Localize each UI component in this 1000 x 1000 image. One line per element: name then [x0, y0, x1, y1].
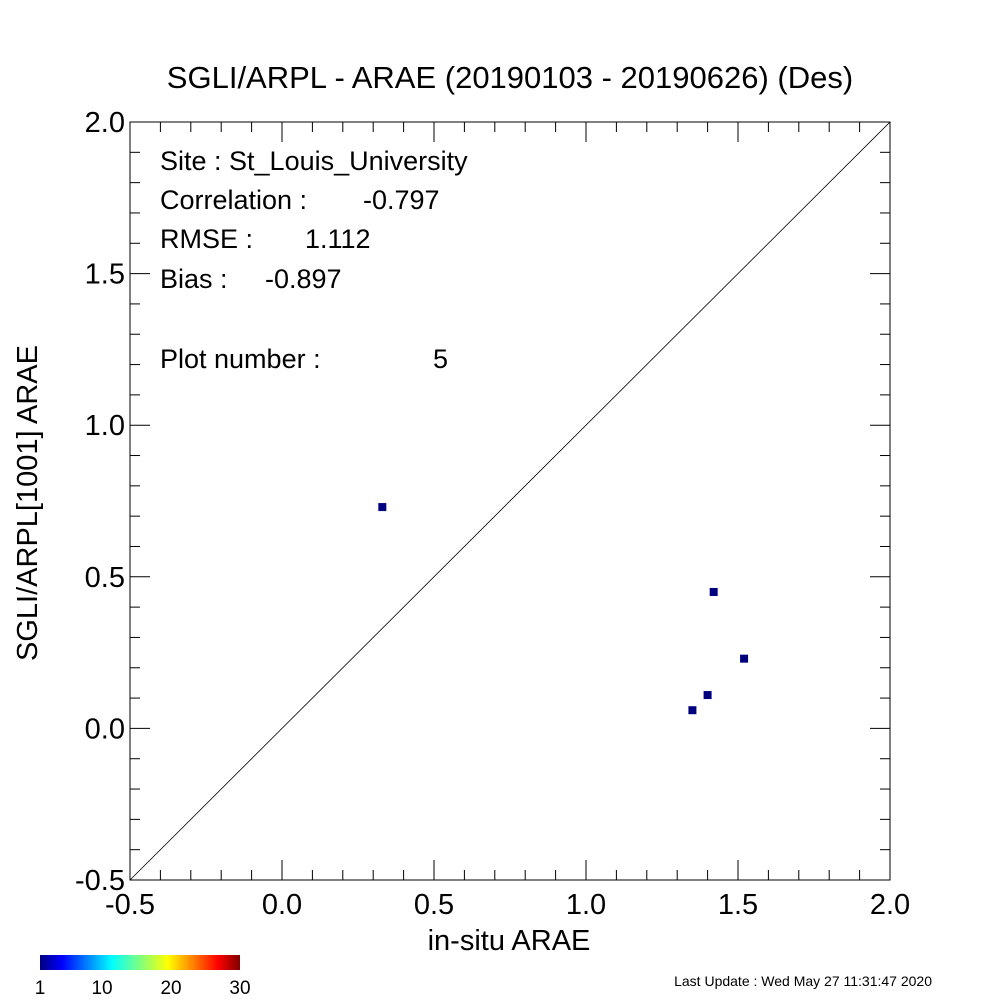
colorbar [40, 955, 240, 970]
x-tick-label: 2.0 [870, 889, 910, 921]
data-point [740, 654, 749, 663]
data-point [378, 503, 387, 512]
x-tick-label: 0.5 [414, 889, 454, 921]
y-axis-label: SGLI/ARPL[1001] ARAE [12, 345, 44, 661]
y-tick-labels: -0.5 0.0 0.5 1.0 1.5 2.0 [75, 107, 125, 897]
data-point [709, 587, 718, 596]
x-tick-label: 0.0 [262, 889, 302, 921]
one-to-one-line [129, 121, 891, 881]
stat-correlation-label: Correlation : [160, 185, 307, 215]
stat-rmse-value: 1.112 [305, 224, 371, 254]
axis-ticks [129, 121, 891, 881]
colorbar-labels: 1 10 20 30 [35, 978, 251, 999]
colorbar-tick-label: 10 [91, 978, 112, 999]
last-update-footer: Last Update : Wed May 27 11:31:47 2020 [674, 973, 932, 989]
x-tick-label: -0.5 [105, 889, 155, 921]
y-tick-label: 0.5 [85, 562, 125, 594]
data-point [688, 706, 697, 715]
colorbar-tick-label: 1 [35, 978, 46, 999]
stat-plot-number-value: 5 [433, 344, 448, 374]
y-tick-label: 1.0 [85, 410, 125, 442]
colorbar-tick-label: 30 [229, 978, 250, 999]
stat-bias-label: Bias : [160, 264, 228, 294]
y-tick-label: -0.5 [75, 865, 125, 897]
data-points [378, 503, 749, 715]
y-tick-label: 0.0 [85, 713, 125, 745]
stat-bias-value: -0.897 [265, 264, 342, 294]
stat-site: Site : St_Louis_University [160, 146, 468, 176]
stats-block: Site : St_Louis_University Correlation :… [160, 146, 468, 374]
y-tick-label: 2.0 [85, 107, 125, 139]
x-tick-labels: -0.5 0.0 0.5 1.0 1.5 2.0 [105, 889, 910, 921]
stat-rmse-label: RMSE : [160, 224, 253, 254]
x-axis-label: in-situ ARAE [428, 925, 591, 957]
x-tick-label: 1.0 [566, 889, 606, 921]
plot-frame [129, 121, 891, 881]
chart-title: SGLI/ARPL - ARAE (20190103 - 20190626) (… [167, 60, 853, 95]
x-tick-label: 1.5 [718, 889, 758, 921]
stat-plot-number-label: Plot number : [160, 344, 321, 374]
colorbar-tick-label: 20 [160, 978, 181, 999]
data-point [703, 691, 712, 700]
y-tick-label: 1.5 [85, 259, 125, 291]
stat-correlation-value: -0.797 [363, 185, 440, 215]
